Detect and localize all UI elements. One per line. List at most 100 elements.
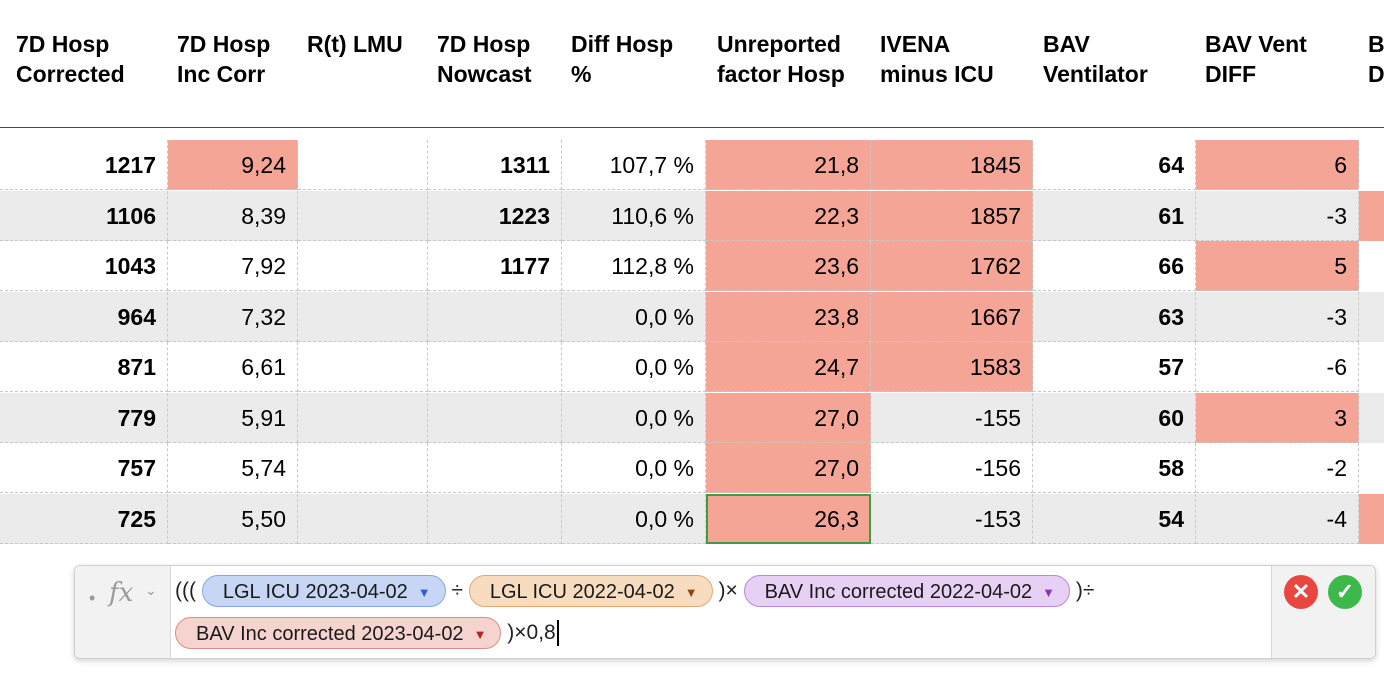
column-header-unreported-factor-hosp[interactable]: Unreported factor Hosp (717, 31, 845, 87)
column-header-ivena-minus-icu[interactable]: IVENA minus ICU (880, 31, 994, 87)
cell-rt-lmu[interactable] (298, 443, 428, 493)
cell-bav-ventilator[interactable]: 60 (1033, 392, 1196, 443)
cell-rt-lmu[interactable] (298, 291, 428, 342)
cell-rt-lmu[interactable] (298, 342, 428, 392)
dropdown-arrow-icon[interactable]: ▼ (473, 626, 487, 642)
cell-diff-hosp[interactable]: 107,7 % (562, 140, 706, 190)
column-header-bav-vent-diff[interactable]: BAV Vent DIFF (1205, 31, 1307, 87)
cell-rt-lmu[interactable] (298, 140, 428, 190)
truncated-cell[interactable] (1359, 140, 1384, 190)
cell-7d-hosp-inc-corr[interactable]: 7,92 (168, 241, 298, 291)
column-header-7d-hosp-nowcast[interactable]: 7D Hosp Nowcast (437, 31, 532, 87)
cancel-formula-button[interactable]: ✕ (1284, 575, 1318, 609)
cell-7d-hosp-nowcast[interactable] (428, 493, 562, 544)
cell-7d-hosp-inc-corr[interactable]: 8,39 (168, 190, 298, 241)
cell-bav-ventilator[interactable]: 58 (1033, 443, 1196, 493)
cell-diff-hosp[interactable]: 0,0 % (562, 342, 706, 392)
cell-7d-hosp-corrected[interactable]: 779 (0, 392, 168, 443)
cell-ivena-minus-icu[interactable]: -155 (871, 392, 1033, 443)
cell-bav-vent-diff[interactable]: 3 (1196, 392, 1359, 443)
cell-ivena-minus-icu[interactable]: -153 (871, 493, 1033, 544)
cell-bav-vent-diff[interactable]: -3 (1196, 190, 1359, 241)
cell-unreported-factor-hosp[interactable]: 27,0 (706, 443, 871, 493)
formula-function-menu[interactable]: • fx ⌄ (75, 566, 171, 658)
cell-bav-vent-diff[interactable]: -2 (1196, 443, 1359, 493)
cell-7d-hosp-inc-corr[interactable]: 9,24 (168, 140, 298, 190)
cell-diff-hosp[interactable]: 0,0 % (562, 493, 706, 544)
truncated-cell[interactable] (1359, 241, 1384, 291)
cell-bav-ventilator[interactable]: 66 (1033, 241, 1196, 291)
column-header-rt-lmu[interactable]: R(t) LMU (307, 31, 403, 57)
dropdown-arrow-icon[interactable]: ▼ (417, 584, 431, 600)
cell-bav-ventilator[interactable]: 64 (1033, 140, 1196, 190)
cell-diff-hosp[interactable]: 0,0 % (562, 392, 706, 443)
cell-7d-hosp-corrected[interactable]: 871 (0, 342, 168, 392)
cell-7d-hosp-corrected[interactable]: 1106 (0, 190, 168, 241)
cell-7d-hosp-corrected[interactable]: 964 (0, 291, 168, 342)
cell-bav-vent-diff[interactable]: 6 (1196, 140, 1359, 190)
cell-rt-lmu[interactable] (298, 241, 428, 291)
cell-diff-hosp[interactable]: 110,6 % (562, 190, 706, 241)
cell-bav-ventilator[interactable]: 57 (1033, 342, 1196, 392)
reference-token-lgl-icu-2022[interactable]: LGL ICU 2022-04-02 ▼ (468, 575, 713, 607)
cell-ivena-minus-icu[interactable]: 1667 (871, 291, 1033, 342)
accept-formula-button[interactable]: ✓ (1328, 575, 1362, 609)
truncated-cell[interactable] (1359, 443, 1384, 493)
cell-unreported-factor-hosp[interactable]: 24,7 (706, 342, 871, 392)
truncated-cell[interactable] (1359, 342, 1384, 392)
truncated-cell[interactable] (1359, 493, 1384, 544)
cell-rt-lmu[interactable] (298, 493, 428, 544)
cell-7d-hosp-nowcast[interactable] (428, 291, 562, 342)
cell-7d-hosp-corrected[interactable]: 725 (0, 493, 168, 544)
formula-editor[interactable]: • fx ⌄ ((( LGL ICU 2023-04-02 ▼ ÷ LGL ICU… (74, 565, 1376, 659)
reference-token-bav-inc-2022[interactable]: BAV Inc corrected 2022-04-02 ▼ (743, 575, 1071, 607)
cell-unreported-factor-hosp[interactable]: 27,0 (706, 392, 871, 443)
truncated-cell[interactable] (1359, 393, 1384, 443)
column-header-diff-hosp[interactable]: Diff Hosp% (571, 31, 674, 87)
cell-7d-hosp-nowcast[interactable] (428, 342, 562, 392)
column-header-7d-hosp-inc-corr[interactable]: 7D Hosp Inc Corr (177, 31, 271, 87)
cell-7d-hosp-inc-corr[interactable]: 5,50 (168, 493, 298, 544)
cell-7d-hosp-inc-corr[interactable]: 5,74 (168, 443, 298, 493)
cell-bav-vent-diff[interactable]: -3 (1196, 291, 1359, 342)
cell-ivena-minus-icu[interactable]: 1857 (871, 190, 1033, 241)
formula-line-2[interactable]: BAV Inc corrected 2023-04-02 ▼ )×0,8 (175, 617, 559, 649)
cell-7d-hosp-inc-corr[interactable]: 5,91 (168, 392, 298, 443)
cell-7d-hosp-nowcast[interactable]: 1177 (428, 241, 562, 291)
cell-7d-hosp-corrected[interactable]: 1217 (0, 140, 168, 190)
cell-7d-hosp-corrected[interactable]: 757 (0, 443, 168, 493)
cell-7d-hosp-nowcast[interactable] (428, 392, 562, 443)
cell-rt-lmu[interactable] (298, 392, 428, 443)
cell-unreported-factor-hosp[interactable]: 23,6 (706, 241, 871, 291)
cell-diff-hosp[interactable]: 0,0 % (562, 291, 706, 342)
cell-ivena-minus-icu[interactable]: 1583 (871, 342, 1033, 392)
truncated-cell[interactable] (1359, 190, 1384, 241)
dropdown-arrow-icon[interactable]: ▼ (1042, 584, 1056, 600)
cell-7d-hosp-inc-corr[interactable]: 7,32 (168, 291, 298, 342)
chevron-down-icon[interactable]: ⌄ (145, 582, 157, 598)
cell-7d-hosp-nowcast[interactable]: 1311 (428, 140, 562, 190)
cell-7d-hosp-nowcast[interactable]: 1223 (428, 190, 562, 241)
cell-bav-ventilator[interactable]: 61 (1033, 190, 1196, 241)
cell-bav-ventilator[interactable]: 63 (1033, 291, 1196, 342)
truncated-cell[interactable] (1359, 292, 1384, 342)
cell-bav-vent-diff[interactable]: 5 (1196, 241, 1359, 291)
cell-7d-hosp-corrected[interactable]: 1043 (0, 241, 168, 291)
cell-ivena-minus-icu[interactable]: -156 (871, 443, 1033, 493)
cell-diff-hosp[interactable]: 0,0 % (562, 443, 706, 493)
cell-unreported-factor-hosp[interactable]: 22,3 (706, 190, 871, 241)
cell-bav-vent-diff[interactable]: -6 (1196, 342, 1359, 392)
column-header-7d-hosp-corrected[interactable]: 7D Hosp Corrected (16, 31, 125, 87)
dropdown-arrow-icon[interactable]: ▼ (684, 584, 698, 600)
cell-7d-hosp-inc-corr[interactable]: 6,61 (168, 342, 298, 392)
reference-token-lgl-icu-2023[interactable]: LGL ICU 2023-04-02 ▼ (201, 575, 446, 607)
column-header-bav-ventilator[interactable]: BAV Ventilator (1043, 31, 1148, 87)
cell-unreported-factor-hosp[interactable]: 23,8 (706, 291, 871, 342)
cell-ivena-minus-icu[interactable]: 1845 (871, 140, 1033, 190)
cell-unreported-factor-hosp[interactable]: 26,3 (706, 493, 871, 544)
cell-bav-vent-diff[interactable]: -4 (1196, 493, 1359, 544)
cell-diff-hosp[interactable]: 112,8 % (562, 241, 706, 291)
cell-ivena-minus-icu[interactable]: 1762 (871, 241, 1033, 291)
cell-rt-lmu[interactable] (298, 190, 428, 241)
